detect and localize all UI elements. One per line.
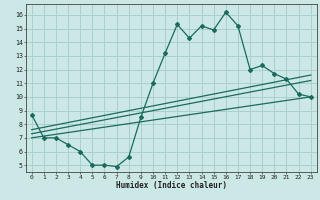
X-axis label: Humidex (Indice chaleur): Humidex (Indice chaleur) bbox=[116, 181, 227, 190]
